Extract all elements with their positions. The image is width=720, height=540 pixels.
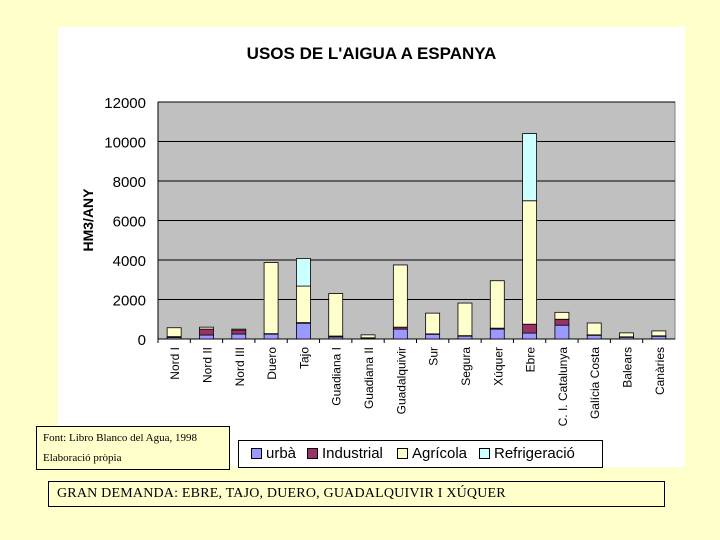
legend-swatch-industrial (307, 447, 318, 459)
bar-segment-industrial (199, 328, 214, 336)
y-tick-label: 8000 (113, 174, 146, 191)
legend-swatch-urba (251, 447, 262, 459)
y-tick-label: 10000 (104, 135, 146, 152)
x-tick-label: Balears (621, 347, 635, 388)
bar-segment-urbà (392, 328, 408, 340)
x-tick-label: Canàries (653, 347, 667, 395)
chart-title: USOS DE L'AIGUA A ESPANYA (246, 44, 497, 63)
bar-segment-agrícola (489, 280, 505, 329)
y-tick-label: 2000 (113, 293, 146, 310)
x-tick-label: Guadiana II (362, 347, 376, 409)
x-tick-label: Guadalquivir (394, 347, 408, 414)
bar-segment-urbà (522, 332, 537, 340)
x-tick-label: C. I. Catalunya (556, 347, 570, 427)
bar-segment-industrial (554, 318, 570, 326)
legend-label-industrial: Industrial (322, 445, 383, 462)
bar-segment-agrícola (231, 328, 247, 331)
bar-segment-agrícola (360, 334, 376, 339)
x-tick-label: Sur (427, 347, 441, 366)
bar-segment-agrícola (392, 264, 408, 328)
bar-segment-agrícola (651, 330, 667, 337)
bar-segment-agrícola (166, 327, 182, 338)
source-line-1: Font: Libro Blanco del Agua, 1998 (43, 432, 197, 444)
bar-segment-agrícola (457, 302, 473, 337)
bar-segment-urbà (263, 333, 279, 340)
x-tick-label: Xúquer (491, 347, 505, 386)
y-tick-label: 12000 (104, 95, 146, 112)
bar-segment-agrícola (296, 285, 311, 324)
legend-item-agricola: Agrícola (397, 445, 467, 463)
x-tick-label: Duero (265, 347, 279, 380)
bar-segment-industrial (522, 323, 537, 334)
bar-segment-urbà (554, 324, 570, 340)
x-tick-label: Nord I (168, 347, 182, 380)
bar-segment-urbà (425, 333, 441, 340)
bar-segment-agrícola (619, 332, 634, 338)
y-axis-label: HM3/ANY (80, 188, 96, 252)
bar-segment-urbà (296, 322, 311, 340)
legend-item-urba: urbà (251, 445, 296, 463)
caption-box: GRAN DEMANDA: EBRE, TAJO, DUERO, GUADALQ… (48, 481, 665, 507)
bar-segment-refrigeració (296, 258, 311, 287)
bar-segment-urbà (489, 328, 505, 340)
legend-swatch-agricola (397, 447, 408, 459)
bar-segment-refrigeració (522, 133, 537, 202)
x-tick-label: Tajo (297, 347, 311, 369)
x-tick-label: Nord III (233, 347, 247, 386)
x-tick-label: Galícia Costa (588, 347, 602, 419)
bar-segment-agrícola (263, 262, 279, 335)
bar-segment-agrícola (425, 312, 441, 335)
legend-label-urba: urbà (266, 445, 297, 462)
legend-label-agricola: Agrícola (412, 445, 468, 462)
bar-segment-agrícola (586, 322, 602, 336)
legend-item-industrial: Industrial (307, 445, 383, 463)
legend-label-refrigeracio: Refrigeració (494, 445, 575, 462)
x-tick-label: Ebre (524, 347, 538, 373)
y-tick-label: 4000 (113, 253, 146, 270)
bar-segment-agrícola (522, 200, 537, 325)
source-box: Font: Libro Blanco del Agua, 1998 Elabor… (36, 426, 230, 470)
x-tick-label: Guadiana I (330, 347, 344, 406)
legend-swatch-refrigeracio (479, 447, 490, 459)
legend-item-refrigeracio: Refrigeració (479, 445, 575, 463)
x-tick-label: Nord II (200, 347, 214, 383)
source-line-2: Elaboració pròpia (43, 452, 122, 464)
x-tick-label: Segura (459, 347, 473, 386)
bar-segment-industrial (231, 329, 247, 335)
bar-segment-urbà (231, 333, 247, 340)
bar-segment-agrícola (554, 311, 570, 320)
y-tick-label: 6000 (113, 214, 146, 231)
chart-legend: urbà Industrial Agrícola Refrigeració (238, 440, 603, 468)
bar-segment-agrícola (328, 293, 344, 337)
y-tick-label: 0 (138, 332, 146, 349)
bar-segment-urbà (199, 334, 214, 340)
bar-segment-agrícola (199, 326, 214, 330)
